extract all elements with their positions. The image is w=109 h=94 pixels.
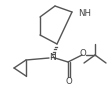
Text: NH: NH xyxy=(78,8,91,17)
Text: O: O xyxy=(66,77,72,86)
Text: O: O xyxy=(80,50,86,58)
Text: N: N xyxy=(49,53,55,61)
